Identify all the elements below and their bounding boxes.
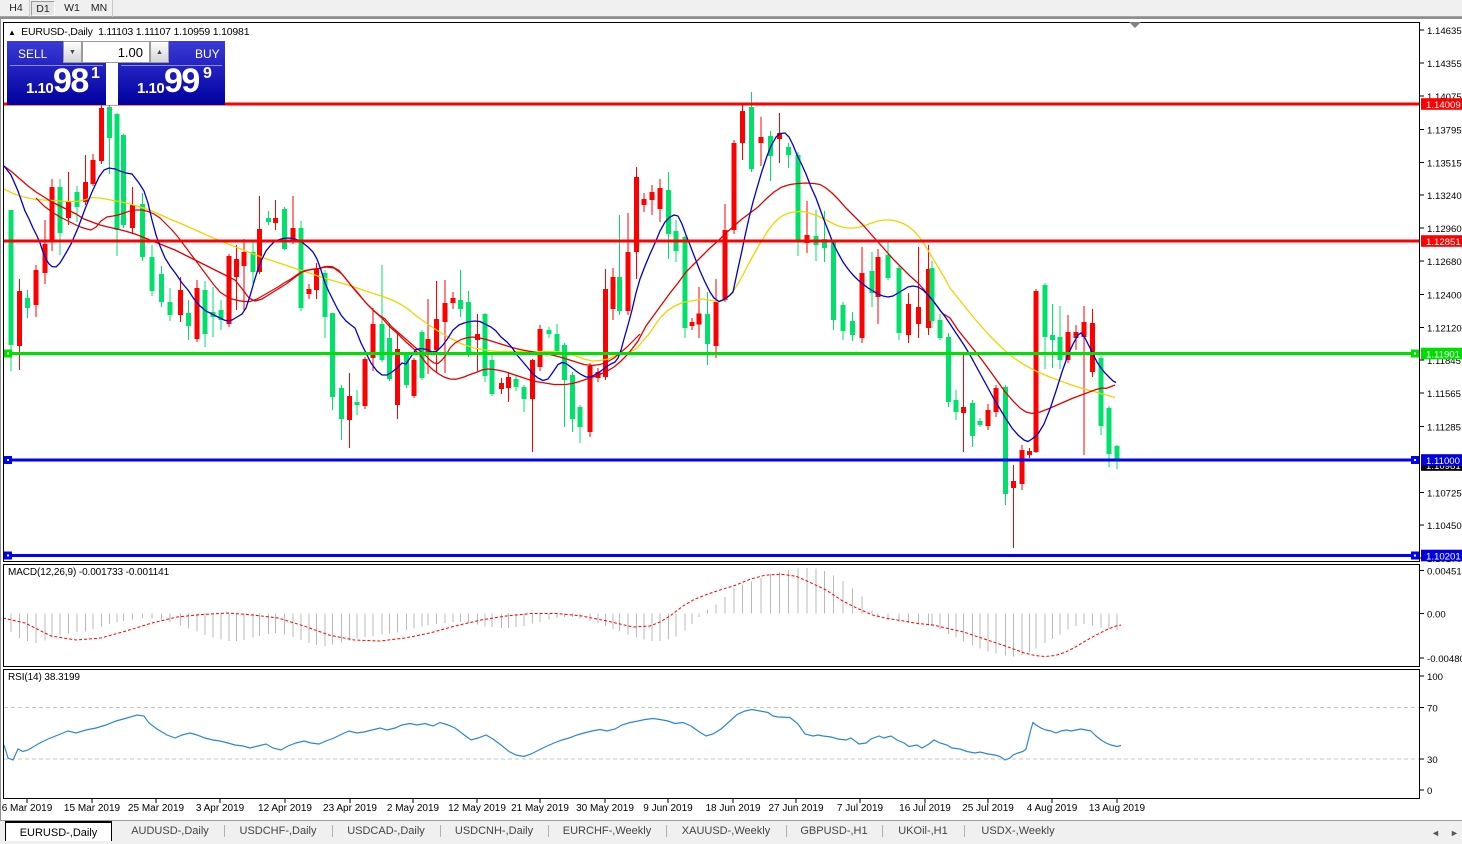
svg-text:0.00: 0.00 xyxy=(1427,609,1446,620)
svg-text:1.13240: 1.13240 xyxy=(1427,191,1462,202)
svg-text:25 Mar 2019: 25 Mar 2019 xyxy=(128,803,185,814)
svg-text:16 Jul 2019: 16 Jul 2019 xyxy=(899,803,951,814)
svg-text:1.14075: 1.14075 xyxy=(1427,92,1462,103)
svg-text:6 Mar 2019: 6 Mar 2019 xyxy=(2,803,53,814)
svg-text:1.11285: 1.11285 xyxy=(1427,422,1461,433)
svg-text:0: 0 xyxy=(1427,786,1432,797)
svg-text:1.11845: 1.11845 xyxy=(1427,356,1461,367)
svg-text:1.12680: 1.12680 xyxy=(1427,257,1462,268)
svg-text:15 Mar 2019: 15 Mar 2019 xyxy=(64,803,121,814)
svg-text:1.12120: 1.12120 xyxy=(1427,324,1462,335)
svg-text:1.10201: 1.10201 xyxy=(1426,552,1461,563)
svg-text:1.13515: 1.13515 xyxy=(1427,158,1462,169)
svg-text:3 Apr 2019: 3 Apr 2019 xyxy=(196,803,245,814)
svg-text:1.12960: 1.12960 xyxy=(1427,224,1462,235)
svg-text:9 Jun 2019: 9 Jun 2019 xyxy=(643,803,693,814)
svg-text:21 May 2019: 21 May 2019 xyxy=(511,803,569,814)
svg-text:1.12851: 1.12851 xyxy=(1426,237,1461,248)
svg-text:18 Jun 2019: 18 Jun 2019 xyxy=(705,803,760,814)
svg-text:4 Aug 2019: 4 Aug 2019 xyxy=(1027,803,1078,814)
svg-text:1.11000: 1.11000 xyxy=(1426,456,1460,467)
svg-text:100: 100 xyxy=(1427,672,1443,683)
svg-text:12 May 2019: 12 May 2019 xyxy=(448,803,506,814)
svg-text:1.14009: 1.14009 xyxy=(1426,100,1461,111)
svg-text:13 Aug 2019: 13 Aug 2019 xyxy=(1089,803,1146,814)
svg-text:25 Jul 2019: 25 Jul 2019 xyxy=(962,803,1014,814)
svg-text:23 Apr 2019: 23 Apr 2019 xyxy=(323,803,377,814)
svg-text:30: 30 xyxy=(1427,755,1438,766)
svg-text:1.12400: 1.12400 xyxy=(1427,290,1462,301)
svg-text:1.13795: 1.13795 xyxy=(1427,125,1462,136)
svg-text:1.14635: 1.14635 xyxy=(1427,26,1462,37)
svg-text:1.10725: 1.10725 xyxy=(1427,489,1462,500)
svg-text:30 May 2019: 30 May 2019 xyxy=(576,803,634,814)
svg-text:1.11901: 1.11901 xyxy=(1426,350,1460,361)
svg-text:27 Jun 2019: 27 Jun 2019 xyxy=(768,803,823,814)
svg-text:1.10450: 1.10450 xyxy=(1427,521,1462,532)
svg-text:7 Jul 2019: 7 Jul 2019 xyxy=(837,803,884,814)
svg-text:2 May 2019: 2 May 2019 xyxy=(387,803,440,814)
svg-text:0.004517: 0.004517 xyxy=(1427,567,1462,578)
svg-text:-0.004806: -0.004806 xyxy=(1427,654,1462,665)
svg-text:70: 70 xyxy=(1427,704,1438,715)
svg-text:1.14355: 1.14355 xyxy=(1427,59,1462,70)
svg-text:12 Apr 2019: 12 Apr 2019 xyxy=(258,803,312,814)
svg-text:1.11565: 1.11565 xyxy=(1427,389,1461,400)
svg-text:1.10981: 1.10981 xyxy=(1426,461,1461,472)
